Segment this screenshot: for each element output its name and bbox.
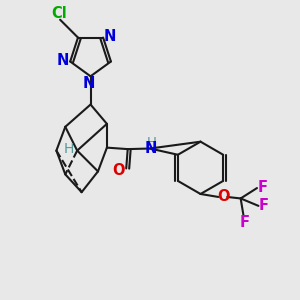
Text: F: F bbox=[259, 198, 269, 213]
Text: O: O bbox=[112, 163, 125, 178]
Text: H: H bbox=[146, 136, 156, 149]
Text: H: H bbox=[64, 142, 74, 156]
Text: N: N bbox=[57, 53, 69, 68]
Text: F: F bbox=[239, 215, 250, 230]
Text: N: N bbox=[103, 29, 116, 44]
Text: N: N bbox=[145, 141, 157, 156]
Text: O: O bbox=[217, 190, 230, 205]
Text: F: F bbox=[257, 180, 267, 195]
Text: N: N bbox=[83, 76, 95, 91]
Text: Cl: Cl bbox=[51, 6, 67, 21]
